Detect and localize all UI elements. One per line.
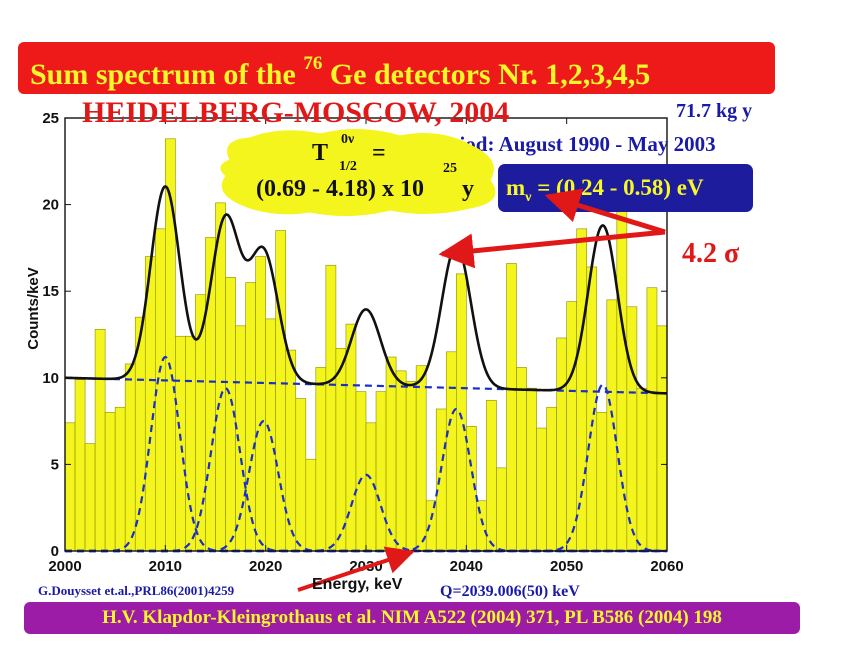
x-tick-label: 2060 xyxy=(650,558,683,575)
title-banner: Sum spectrum of the 76 Ge detectors Nr. … xyxy=(18,42,775,94)
exposure-label: 71.7 kg y xyxy=(676,100,753,122)
x-tick-label: 2040 xyxy=(450,558,483,575)
y-tick-label: 0 xyxy=(51,543,59,560)
y-tick-label: 25 xyxy=(42,110,59,127)
half-life-exponent: 25 xyxy=(443,161,457,176)
y-tick-label: 15 xyxy=(42,283,59,300)
half-life-unit: y xyxy=(462,176,474,202)
title-suffix: Ge detectors Nr. 1,2,3,4,5 xyxy=(322,58,651,91)
q-value-label: Q=2039.006(50) keV xyxy=(440,583,580,600)
neutrino-mass-symbol: m xyxy=(506,175,526,200)
neutrino-mass-subscript: ν xyxy=(525,190,532,205)
x-axis-label: Energy, keV xyxy=(312,576,403,593)
half-life-equals: = xyxy=(372,140,386,166)
experiment-label: HEIDELBERG-MOSCOW, 2004 xyxy=(82,96,510,129)
x-tick-label: 2010 xyxy=(149,558,182,575)
x-tick-label: 2050 xyxy=(550,558,583,575)
significance-label: 4.2 σ xyxy=(682,238,740,269)
arrow-to-peak xyxy=(438,229,666,269)
y-axis-label: Counts/keV xyxy=(24,267,42,350)
background-component-line xyxy=(64,376,668,395)
half-life-superscript: 0ν xyxy=(341,132,355,147)
arrow-to-mass xyxy=(544,188,666,235)
title-prefix: Sum spectrum of the xyxy=(30,58,304,91)
neutrino-mass-box: mν = (0.24 - 0.58) eV xyxy=(498,164,753,212)
half-life-splash xyxy=(220,129,496,217)
half-life-symbol: T xyxy=(312,140,329,166)
x-tick-label: 2020 xyxy=(249,558,282,575)
arrow-to-q-value xyxy=(297,546,415,592)
y-tick-label: 10 xyxy=(42,370,59,387)
reference-small: G.Douysset et.al.,PRL86(2001)4259 xyxy=(38,583,235,598)
half-life-range: (0.69 - 4.18) x 10 xyxy=(256,176,424,202)
y-tick-label: 20 xyxy=(42,197,59,214)
y-tick-label: 5 xyxy=(51,456,59,473)
x-tick-label: 2000 xyxy=(48,558,81,575)
footer-citation: H.V. Klapdor-Kleingrothaus et al. NIM A5… xyxy=(24,602,800,634)
isotope-mass: 76 xyxy=(303,53,323,74)
total-fit-line xyxy=(64,184,668,395)
half-life-subscript: 1/2 xyxy=(339,159,357,174)
